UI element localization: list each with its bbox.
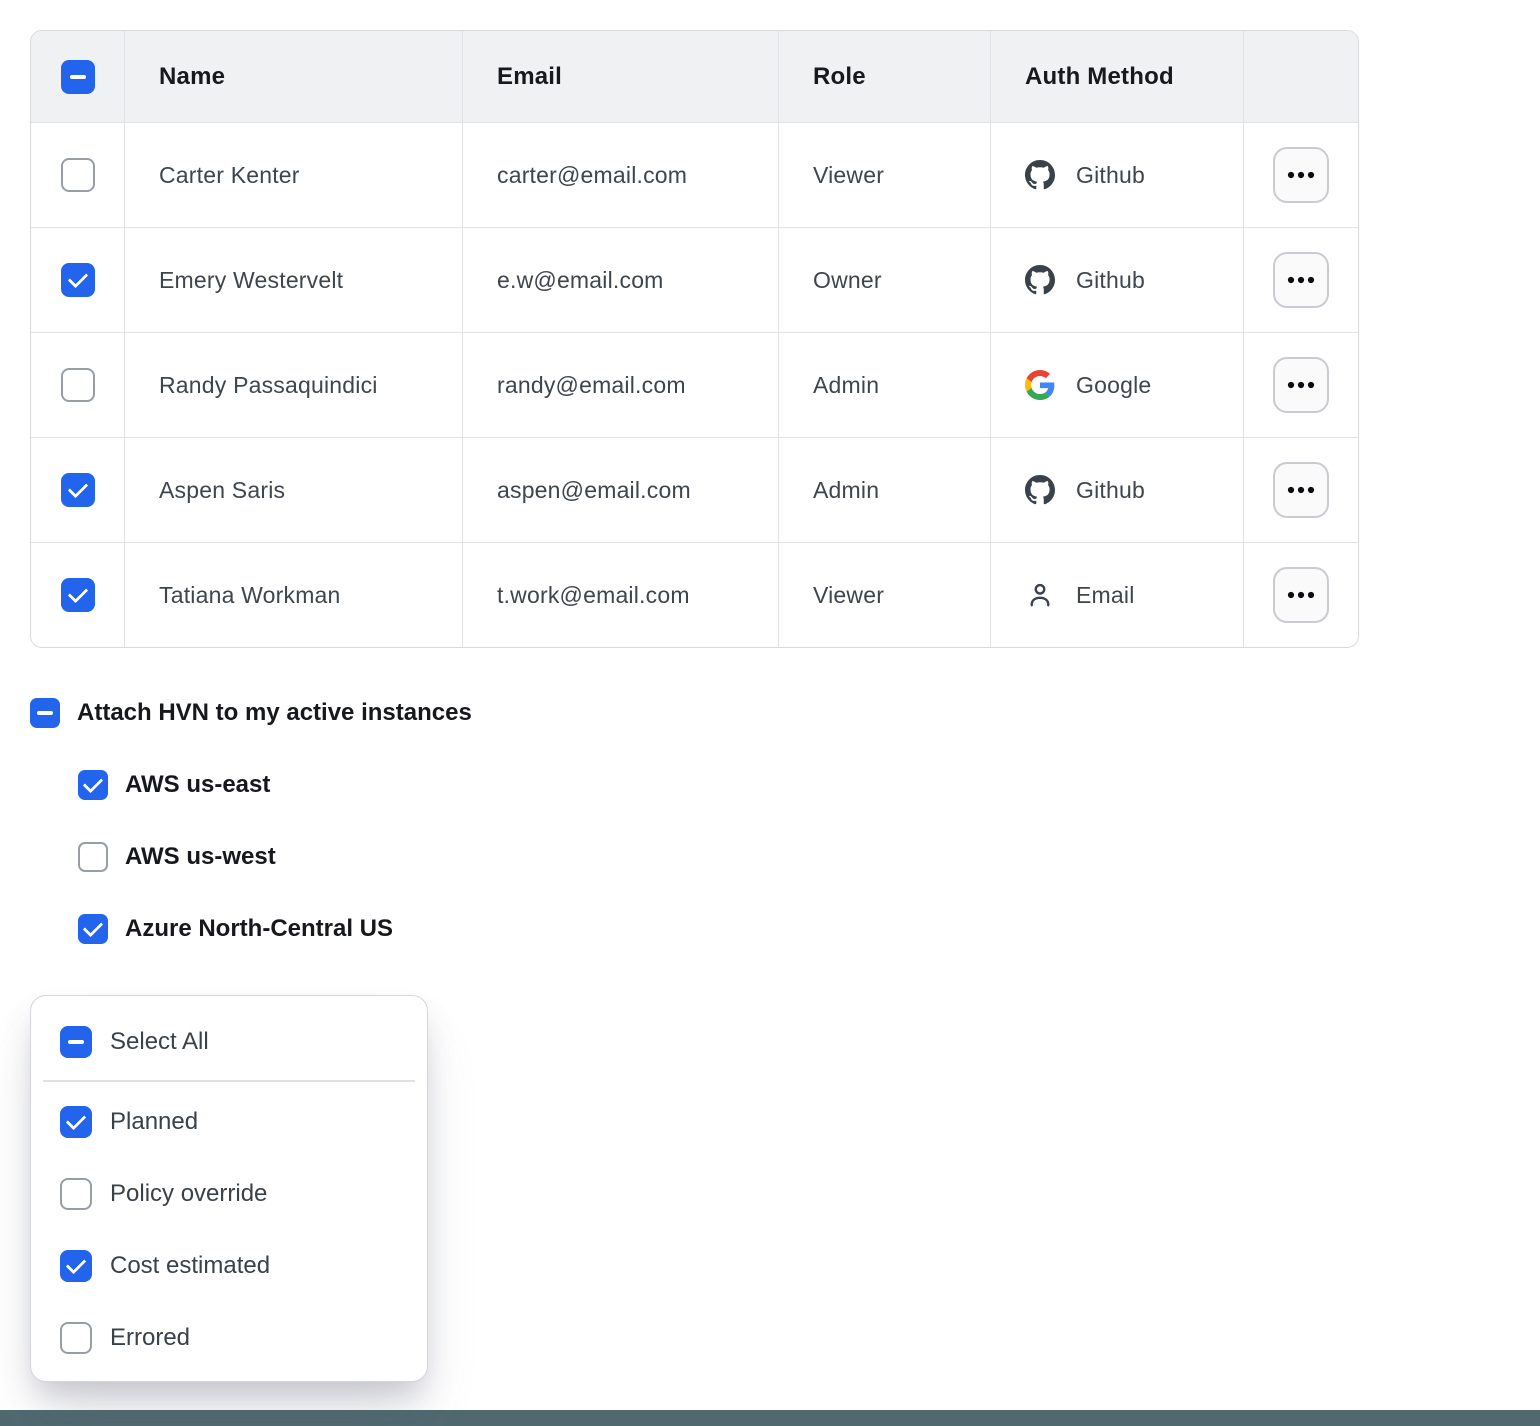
row-checkbox[interactable] (60, 158, 95, 192)
filter-option-checkbox[interactable] (60, 1322, 92, 1354)
hvn-parent-row: Attach HVN to my active instances (30, 698, 472, 728)
filter-option-checkbox[interactable] (60, 1178, 92, 1210)
ellipsis-icon (1287, 276, 1315, 284)
hvn-option-row: AWS us-east (78, 770, 472, 800)
hvn-option-checkbox[interactable] (78, 842, 108, 872)
user-icon (1025, 580, 1055, 610)
row-actions-button[interactable] (1273, 147, 1329, 203)
table-row: Emery Westervelt e.w@email.com Owner Git… (31, 227, 1358, 332)
cell-email: carter@email.com (462, 123, 778, 227)
row-checkbox[interactable] (60, 473, 95, 507)
cell-name: Aspen Saris (124, 438, 462, 542)
select-all-row: Select All (31, 1026, 427, 1058)
cell-auth-method: Email (990, 543, 1243, 647)
hvn-option-label: AWS us-east (125, 771, 271, 798)
ellipsis-icon (1287, 381, 1315, 389)
cell-auth-method: Github (990, 438, 1243, 542)
filter-option-row: Cost estimated (31, 1250, 427, 1282)
google-icon (1025, 370, 1055, 400)
cell-name: Tatiana Workman (124, 543, 462, 647)
footer-bar (0, 1410, 1540, 1426)
column-header-role: Role (778, 31, 990, 122)
github-icon (1025, 265, 1055, 295)
row-actions-button[interactable] (1273, 567, 1329, 623)
table-row: Carter Kenter carter@email.com Viewer Gi… (31, 122, 1358, 227)
cell-name: Emery Westervelt (124, 228, 462, 332)
auth-method-label: Github (1076, 266, 1145, 293)
cell-email: e.w@email.com (462, 228, 778, 332)
hvn-section: Attach HVN to my active instances AWS us… (30, 698, 472, 944)
row-actions-button[interactable] (1273, 357, 1329, 413)
header-checkbox-cell (31, 31, 124, 122)
hvn-option-row: Azure North-Central US (78, 914, 472, 944)
cell-email: randy@email.com (462, 333, 778, 437)
auth-method-label: Github (1076, 161, 1145, 188)
github-icon (1025, 475, 1055, 505)
row-checkbox[interactable] (60, 263, 95, 297)
hvn-option-checkbox[interactable] (78, 770, 108, 800)
auth-method-label: Google (1076, 371, 1152, 398)
hvn-option-checkbox[interactable] (78, 914, 108, 944)
select-all-label: Select All (110, 1028, 209, 1055)
table-row: Randy Passaquindici randy@email.com Admi… (31, 332, 1358, 437)
filter-option-label: Planned (110, 1108, 199, 1135)
row-checkbox[interactable] (60, 368, 95, 402)
cell-role: Owner (778, 228, 990, 332)
ellipsis-icon (1287, 171, 1315, 179)
cell-name: Carter Kenter (124, 123, 462, 227)
table-row: Tatiana Workman t.work@email.com Viewer … (31, 542, 1358, 647)
members-table: Name Email Role Auth Method Carter Kente… (30, 30, 1359, 648)
row-actions-button[interactable] (1273, 252, 1329, 308)
filter-card: Select All Planned Policy override Cost … (30, 995, 428, 1382)
github-icon (1025, 160, 1055, 190)
filter-option-checkbox[interactable] (60, 1250, 92, 1282)
ellipsis-icon (1287, 591, 1315, 599)
cell-role: Admin (778, 438, 990, 542)
select-all-checkbox[interactable] (60, 1026, 92, 1058)
hvn-option-label: Azure North-Central US (125, 915, 394, 942)
select-all-rows-checkbox[interactable] (60, 59, 95, 94)
divider (43, 1080, 415, 1082)
hvn-title: Attach HVN to my active instances (77, 699, 472, 726)
column-header-auth-method: Auth Method (990, 31, 1243, 122)
cell-email: t.work@email.com (462, 543, 778, 647)
cell-email: aspen@email.com (462, 438, 778, 542)
hvn-children: AWS us-east AWS us-west Azure North-Cent… (78, 770, 472, 944)
cell-auth-method: Github (990, 228, 1243, 332)
filter-option-row: Policy override (31, 1178, 427, 1210)
filter-option-row: Planned (31, 1106, 427, 1138)
filter-option-label: Errored (110, 1324, 191, 1351)
ellipsis-icon (1287, 486, 1315, 494)
filter-option-label: Policy override (110, 1180, 268, 1207)
cell-role: Viewer (778, 543, 990, 647)
filter-option-row: Errored (31, 1322, 427, 1354)
column-header-actions (1243, 31, 1358, 122)
auth-method-label: Email (1076, 581, 1135, 608)
filter-option-label: Cost estimated (110, 1252, 271, 1279)
row-actions-button[interactable] (1273, 462, 1329, 518)
hvn-parent-checkbox[interactable] (30, 698, 60, 728)
hvn-option-label: AWS us-west (125, 843, 276, 870)
auth-method-label: Github (1076, 476, 1145, 503)
table-row: Aspen Saris aspen@email.com Admin Github (31, 437, 1358, 542)
row-checkbox[interactable] (60, 578, 95, 612)
hvn-option-row: AWS us-west (78, 842, 472, 872)
cell-name: Randy Passaquindici (124, 333, 462, 437)
cell-role: Admin (778, 333, 990, 437)
cell-auth-method: Google (990, 333, 1243, 437)
cell-role: Viewer (778, 123, 990, 227)
table-header-row: Name Email Role Auth Method (31, 31, 1358, 122)
filter-option-checkbox[interactable] (60, 1106, 92, 1138)
column-header-email: Email (462, 31, 778, 122)
column-header-name: Name (124, 31, 462, 122)
cell-auth-method: Github (990, 123, 1243, 227)
